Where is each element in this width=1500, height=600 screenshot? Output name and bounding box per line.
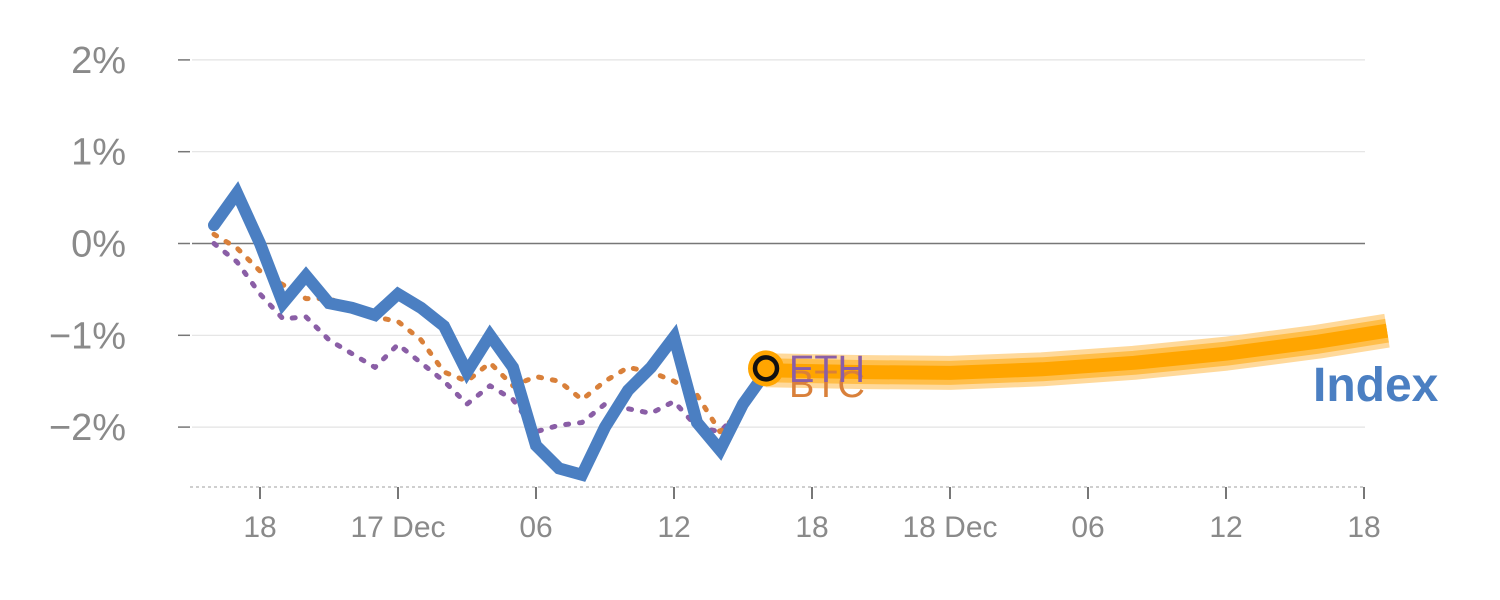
y-tick-label: −1% [49, 315, 126, 357]
forecast-line [765, 323, 1389, 380]
axis-layer: 2% 1% 0% −1% −2% 18 17 Dec 06 12 18 18 Dec 06 12 18 [49, 40, 1381, 544]
series-layer [208, 181, 1390, 482]
x-tick-label: 18 [243, 511, 276, 544]
x-tick-label: 06 [519, 511, 552, 544]
series-label-btc: BTC [789, 364, 865, 406]
x-tick-label: 12 [657, 511, 690, 544]
current-point-marker [752, 355, 780, 382]
x-tick-label: 12 [1209, 511, 1242, 544]
x-tick-label: 18 [1347, 511, 1380, 544]
y-tick-label: −2% [49, 407, 126, 449]
y-tick-label: 1% [71, 132, 126, 174]
series-line-eth [211, 241, 769, 435]
x-tick-label: 17 Dec [350, 511, 445, 544]
x-tick-label: 18 [795, 511, 828, 544]
grid-layer [192, 59, 1365, 428]
series-label-index: Index [1313, 359, 1439, 412]
y-tick-label: 0% [71, 224, 126, 266]
series-label-eth: ETH [789, 349, 865, 391]
x-tick-label: 06 [1071, 511, 1104, 544]
y-tick-label: 2% [71, 40, 126, 82]
series-line-index [208, 181, 772, 482]
x-tick-label: 18 Dec [902, 511, 997, 544]
series-line-btc [211, 231, 769, 435]
